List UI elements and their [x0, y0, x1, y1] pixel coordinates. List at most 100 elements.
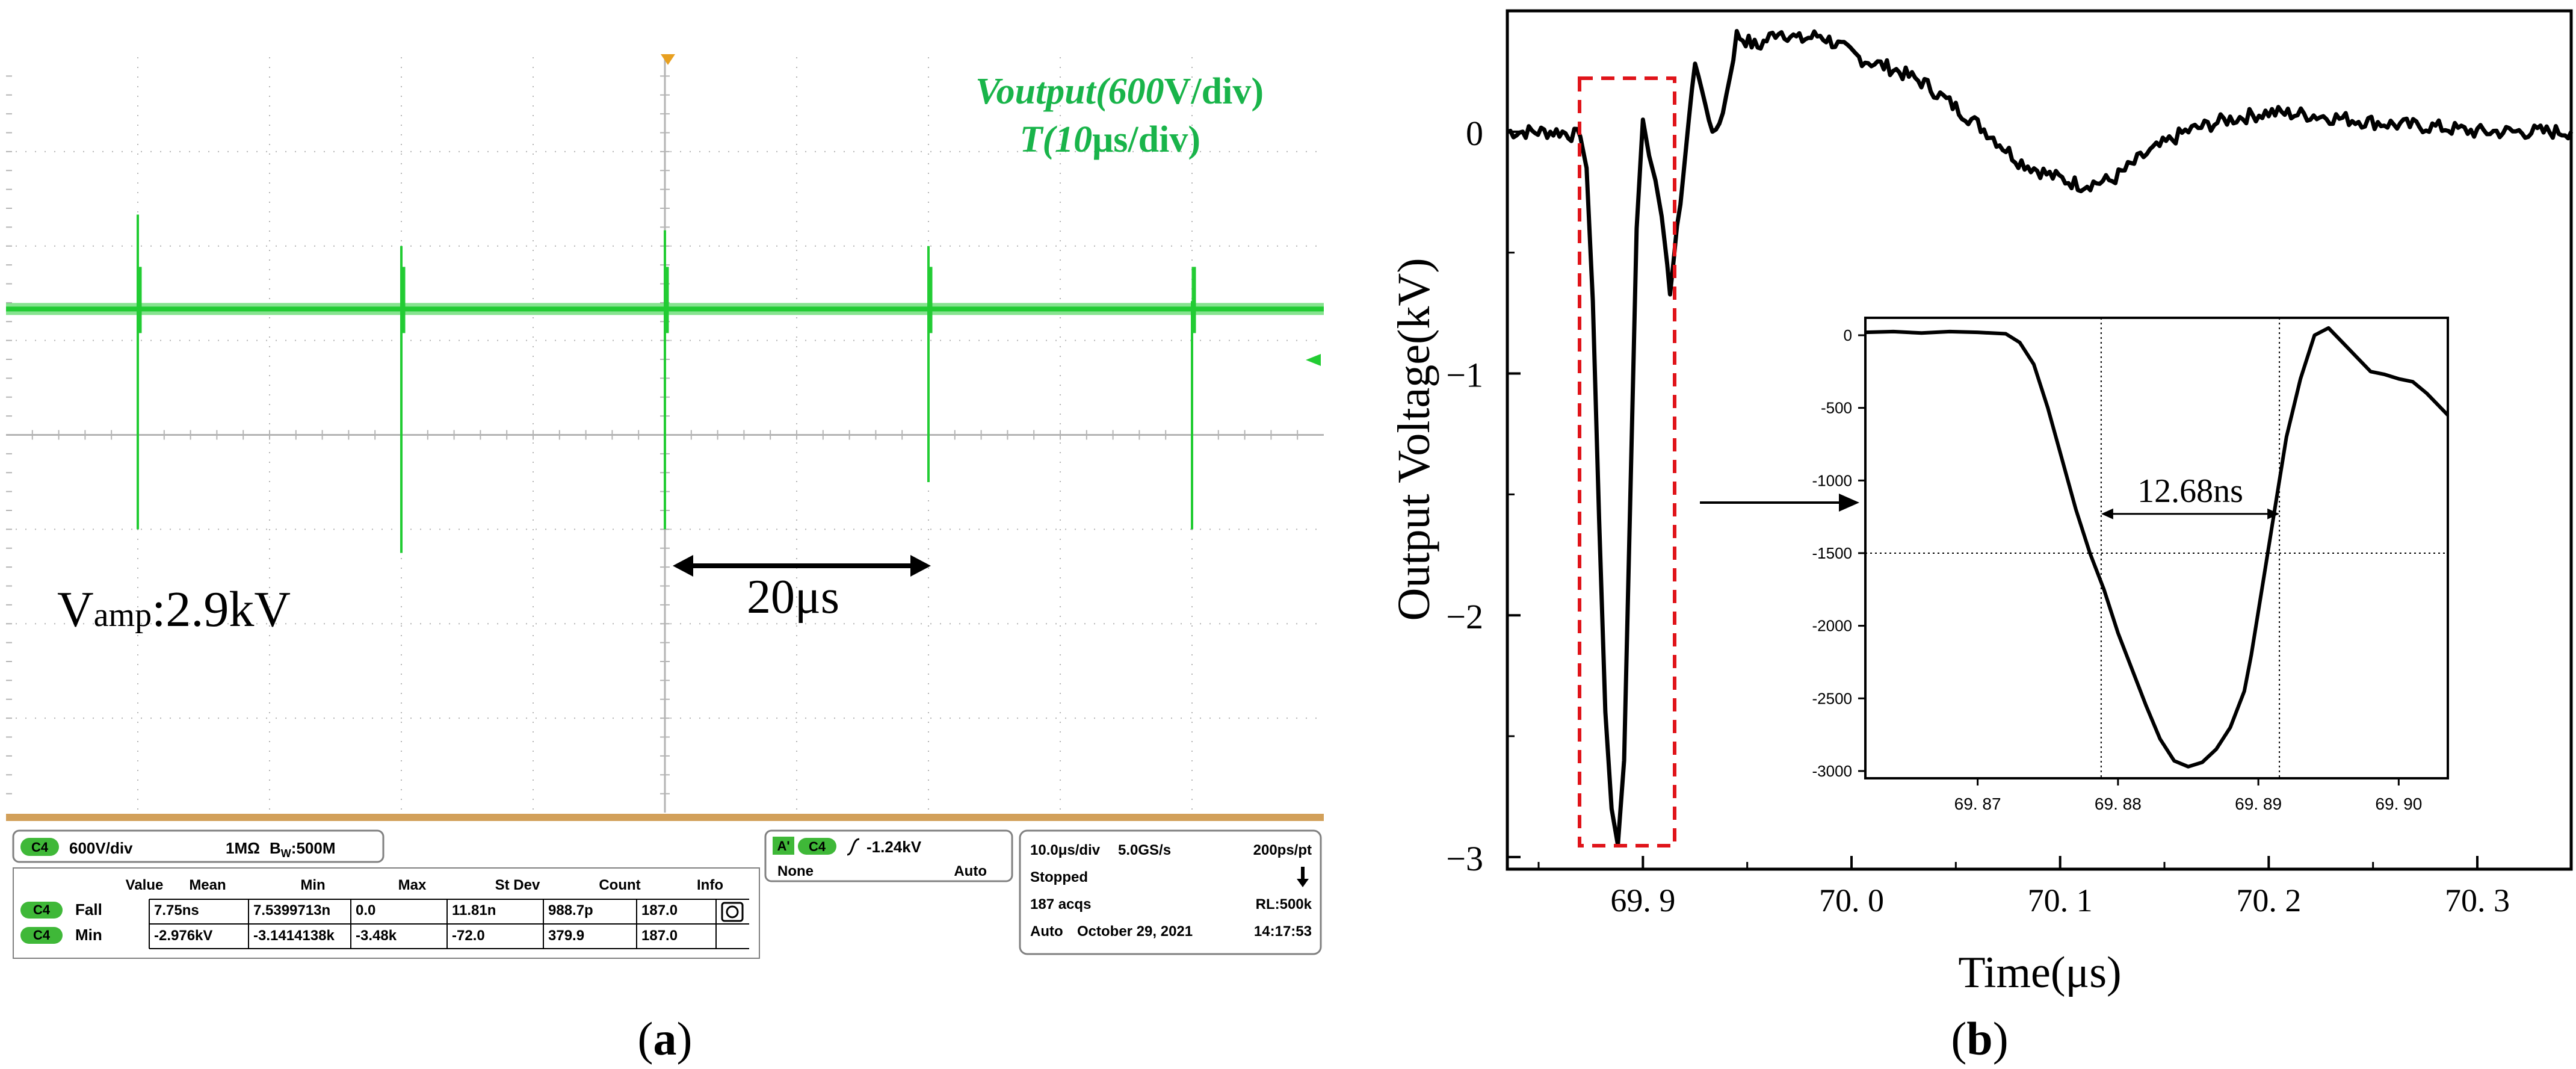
measurement-header: Info	[697, 877, 723, 893]
arrow-down-icon	[1297, 867, 1309, 887]
y-tick-label: 0	[1466, 114, 1483, 153]
inset-trace	[1865, 326, 2450, 769]
svg-text:C4: C4	[31, 840, 49, 855]
input-impedance: 1MΩ	[226, 839, 260, 857]
y-tick-label: −2	[1446, 597, 1483, 636]
inset-x-tick-label: 69. 89	[2235, 795, 2282, 813]
measurement-value: -3.1414138k	[253, 928, 335, 944]
panel-a: Voutput(600V/div) T(10μs/div) Vamp:2.9kV…	[6, 54, 1324, 1065]
timebase: 10.0μs/div	[1030, 842, 1101, 858]
acquisition-settings-box[interactable]	[1019, 829, 1322, 955]
measurement-channel-label: C4	[33, 928, 51, 943]
inset-y-tick-label: -1500	[1812, 544, 1853, 562]
panel-b: 0 −1 −2 −3 69. 9 70. 0 70. 1 70. 2 70. 3 0 -500 -1…	[1389, 9, 2574, 1065]
pulse-width-label: 12.68ns	[2137, 473, 2243, 510]
trigger-level-marker	[1306, 354, 1321, 366]
acquisition-mode: Auto	[1030, 923, 1063, 940]
measurement-header: Min	[300, 877, 325, 893]
measurement-value: 379.9	[548, 928, 584, 944]
measurement-header: Max	[398, 877, 427, 893]
measurement-value: 7.5399713n	[253, 902, 330, 919]
x-tick-label: 69. 9	[1610, 882, 1675, 919]
inset-y-tick-label: -2500	[1812, 689, 1853, 707]
sample-rate: 5.0GS/s	[1118, 842, 1171, 858]
zoom-arrow	[1700, 494, 1859, 512]
measurement-value: -3.48k	[356, 928, 397, 944]
x-tick-label: 70. 2	[2236, 882, 2301, 919]
record-length: RL:500k	[1256, 896, 1312, 913]
voltage-scale-legend: Voutput(600V/div)	[975, 71, 1264, 112]
trigger-coupling: None	[777, 863, 814, 879]
measurement-name: Min	[75, 926, 102, 944]
svg-text:C4: C4	[809, 839, 826, 854]
panel-b-caption: (b)	[1951, 1012, 2008, 1065]
measurements-box	[13, 867, 760, 959]
time-scale-legend: T(10μs/div)	[1020, 119, 1200, 160]
measurement-value: 0.0	[356, 902, 375, 919]
inset-x-tick-label: 69. 87	[1954, 795, 2001, 813]
scope-trace	[6, 214, 1324, 553]
inset-y-tick-label: -1000	[1812, 471, 1853, 489]
inset-width-annotation: 12.68ns	[1865, 318, 2448, 778]
capture-date: October 29, 2021	[1077, 923, 1193, 940]
main-trace	[1506, 29, 2574, 847]
measurement-value: 988.7p	[548, 902, 593, 919]
acquisition-count: 187 acqs	[1030, 896, 1091, 913]
inset-voltage-line	[1865, 326, 2450, 769]
inset-y-tick-label: -3000	[1812, 762, 1853, 780]
inset-axis-ticks: 0 -500 -1000 -1500 -2000 -2500 -3000 69. 87 69. …	[1812, 326, 2423, 813]
measurement-name: Fall	[75, 900, 102, 919]
measurement-value: -72.0	[452, 928, 485, 944]
scope-status-panel: C4 600V/div 1MΩ BW:500M A' C4 -1.24kV No…	[6, 814, 1324, 973]
inset-plot: 0 -500 -1000 -1500 -2000 -2500 -3000 69. 87 69. …	[1812, 317, 2450, 813]
x-tick-label: 70. 1	[2028, 882, 2093, 919]
trigger-mode: Auto	[954, 863, 987, 879]
amplitude-annotation: Vamp:2.9kV	[57, 581, 291, 637]
y-tick-label: −3	[1446, 839, 1483, 878]
inset-y-tick-label: 0	[1844, 326, 1852, 344]
measurement-header: Mean	[189, 877, 226, 893]
measurement-header: St Dev	[495, 877, 540, 893]
x-tick-label: 70. 0	[1819, 882, 1884, 919]
channel-badge	[20, 838, 59, 856]
y-tick-label: −1	[1446, 356, 1483, 395]
svg-text:A': A'	[777, 838, 789, 854]
measurements-table: Value Mean Min Max St Dev Count Info C4 Fall 7.75…	[20, 877, 749, 949]
volts-per-div: 600V/div	[69, 839, 133, 857]
info-icon[interactable]	[721, 902, 744, 922]
measurement-channel-badge	[20, 927, 63, 944]
trigger-level: -1.24kV	[866, 838, 922, 856]
measurement-header: Count	[599, 877, 640, 893]
inset-y-tick-label: -500	[1821, 399, 1852, 417]
measurement-header: Value	[126, 877, 164, 893]
measurement-value: -2.976kV	[154, 928, 212, 944]
channel-settings-box[interactable]	[12, 829, 385, 863]
main-plot-frame	[1506, 9, 2573, 871]
period-arrow	[673, 555, 931, 577]
inset-x-tick-label: 69. 90	[2375, 795, 2422, 813]
trigger-position-marker	[661, 54, 675, 65]
inset-y-tick-label: -2000	[1812, 617, 1853, 635]
bandwidth-limit: BW:500M	[270, 839, 335, 860]
y-axis-title: Output Voltage(kV)	[1389, 258, 1439, 621]
period-label: 20μs	[747, 571, 839, 624]
panel-a-caption: (a)	[638, 1012, 693, 1065]
width-arrow-head-left	[2101, 508, 2113, 519]
run-status: Stopped	[1030, 869, 1088, 885]
zoom-region-box	[1578, 76, 1676, 847]
measurement-channel-badge	[20, 902, 63, 919]
measurement-value: 187.0	[641, 902, 678, 919]
x-axis-title: Time(μs)	[1958, 948, 2121, 997]
x-tick-label: 70. 3	[2445, 882, 2510, 919]
measurement-value: 11.81n	[452, 902, 496, 919]
measurement-value: 187.0	[641, 928, 678, 944]
measurement-value: 7.75ns	[154, 902, 199, 919]
time-resolution: 200ps/pt	[1253, 842, 1312, 858]
inset-x-tick-label: 69. 88	[2095, 795, 2142, 813]
output-voltage-line	[1506, 29, 2574, 847]
width-arrow-head-right	[2267, 508, 2280, 519]
main-axis-ticks: 0 −1 −2 −3 69. 9 70. 0 70. 1 70. 2 70. 3	[1446, 10, 2510, 919]
measurement-channel-label: C4	[33, 902, 51, 917]
capture-time: 14:17:53	[1254, 923, 1312, 940]
